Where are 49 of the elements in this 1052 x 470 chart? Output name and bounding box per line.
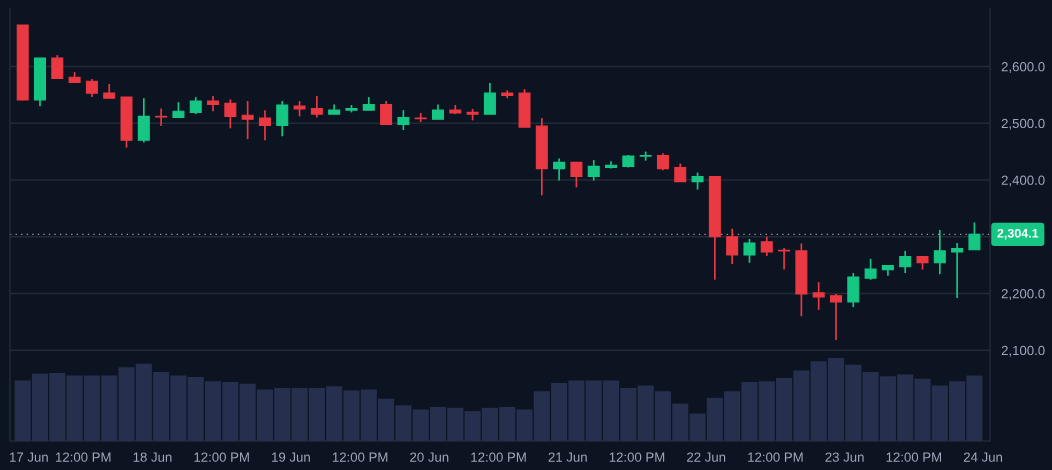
candlestick (241, 100, 254, 140)
x-tick-label: 17 Jun (10, 452, 48, 462)
x-tick-label: 18 Jun (133, 452, 172, 462)
candlestick (570, 161, 583, 189)
candlestick (553, 157, 566, 182)
candlestick (951, 242, 964, 299)
x-tick-label: 21 Jun (548, 452, 587, 462)
x-tick-label: 12:00 PM (56, 452, 111, 462)
x-tick-label: 19 Jun (272, 452, 310, 462)
x-tick-label: 20 Jun (410, 452, 449, 462)
candlestick (899, 250, 912, 274)
candlestick (778, 247, 791, 271)
candlestick (51, 54, 64, 80)
candlestick (155, 107, 168, 127)
candlestick (224, 98, 237, 130)
y-tick-label: 2,100.0 (1001, 345, 1045, 357)
y-tick-label: 2,200.0 (1001, 289, 1045, 300)
x-tick-label: 12:00 PM (332, 452, 388, 462)
candlestick (276, 100, 289, 138)
x-tick-label: 12:00 PM (609, 452, 665, 462)
candlestick (414, 112, 427, 123)
candlestick (829, 293, 842, 341)
candlestick (743, 238, 756, 264)
candlestick (258, 109, 271, 142)
x-tick-label: 12:00 PM (886, 452, 942, 462)
candlestick (137, 97, 150, 144)
x-tick-label: 23 Jun (825, 452, 864, 462)
candlestick (933, 229, 946, 275)
x-tick-label: 12:00 PM (748, 452, 803, 462)
x-tick-label: 24 Jun (963, 452, 1003, 462)
candlestick (674, 162, 687, 183)
candlestick (587, 159, 600, 182)
ref-line-label: 2,304.1 (997, 228, 1039, 240)
x-tick-label: 12:00 PM (194, 452, 249, 462)
candlestick (310, 95, 323, 119)
x-tick-label: 22 Jun (687, 452, 726, 462)
candlestick (812, 281, 825, 311)
candlestick (726, 227, 739, 265)
candlestick (85, 78, 98, 98)
candlestick (968, 221, 981, 251)
y-tick-label: 2,500.0 (1001, 118, 1045, 130)
candlestick (380, 100, 393, 126)
candlestick (483, 82, 496, 115)
candlestick (760, 235, 773, 257)
y-tick-label: 2,600.0 (1001, 62, 1045, 73)
x-tick-label: 12:00 PM (471, 452, 526, 462)
candlestick (864, 257, 877, 281)
candlestick (397, 109, 410, 131)
y-tick-label: 2,400.0 (1001, 175, 1045, 187)
